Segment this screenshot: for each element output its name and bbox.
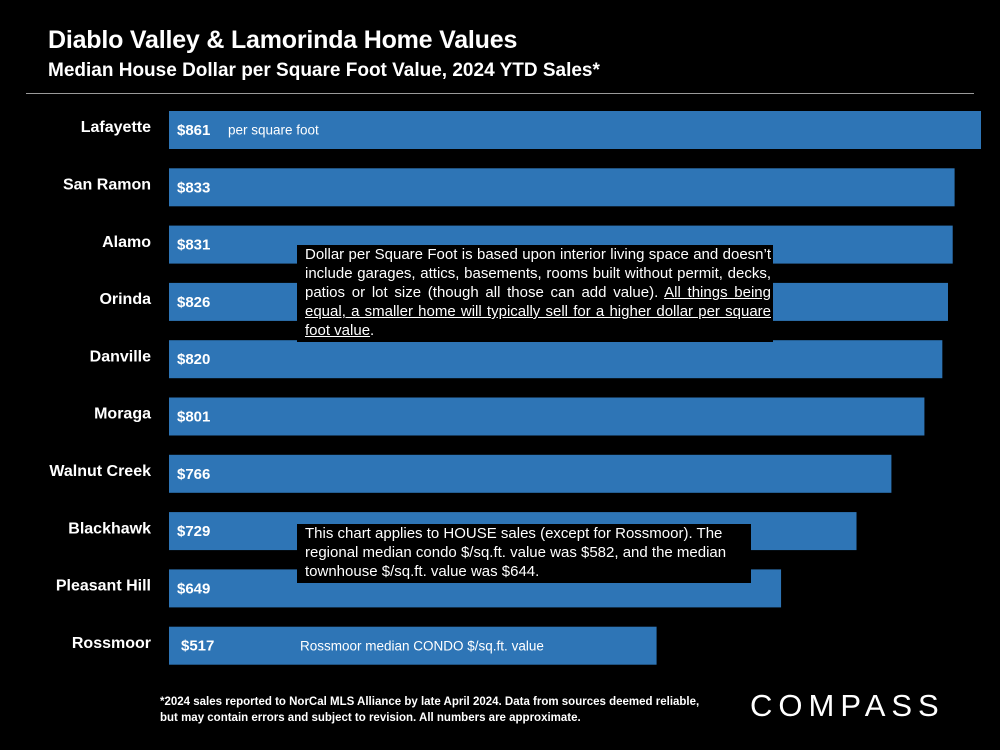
bar-chart: Lafayette $861 San Ramon $833 Alamo $831 Orind… [49, 111, 981, 665]
title-divider [26, 93, 974, 94]
value-label: $649 [177, 580, 210, 597]
bar-lafayette [169, 111, 981, 149]
value-label: $833 [177, 179, 210, 196]
bar-danville [169, 340, 943, 379]
category-label: Lafayette [81, 119, 151, 136]
value-label: $831 [177, 237, 210, 254]
category-label: Rossmoor [72, 635, 151, 652]
dpsf-note-end: . [370, 322, 375, 339]
house-sales-note: This chart applies to HOUSE sales (excep… [297, 524, 751, 583]
bar-walnut-creek [169, 454, 892, 493]
category-label: Blackhawk [68, 520, 151, 537]
value-label: $729 [177, 523, 210, 540]
compass-logo: COMPASS [750, 688, 945, 723]
bar-san-ramon [169, 168, 955, 207]
value-label: $820 [177, 351, 210, 368]
category-label: Moraga [94, 406, 151, 423]
value-label: $517 [181, 638, 214, 655]
chart-subtitle: Median House Dollar per Square Foot Valu… [48, 60, 600, 81]
category-label: Walnut Creek [49, 463, 151, 480]
value-label: $861 [177, 122, 210, 139]
chart-title: Diablo Valley & Lamorinda Home Values [48, 26, 518, 54]
category-label: Alamo [102, 234, 151, 251]
footnote: *2024 sales reported to NorCal MLS Allia… [160, 696, 700, 724]
bar-annotation: per square foot [228, 123, 319, 138]
dpsf-note-underlined: All things being equal, a smaller home w… [305, 284, 771, 339]
dpsf-note-text: Dollar per Square Foot is based upon int… [305, 246, 771, 301]
category-label: San Ramon [63, 177, 151, 194]
value-label: $801 [177, 408, 210, 425]
bar-rossmoor [169, 626, 657, 665]
dpsf-explanation-note: Dollar per Square Foot is based upon int… [297, 245, 773, 342]
value-label: $766 [177, 466, 210, 483]
value-label: $826 [177, 294, 210, 311]
category-label: Orinda [99, 291, 151, 308]
category-label: Danville [90, 348, 151, 365]
bar-moraga [169, 397, 925, 436]
category-label: Pleasant Hill [56, 578, 151, 595]
bar-annotation: Rossmoor median CONDO $/sq.ft. value [300, 638, 544, 653]
